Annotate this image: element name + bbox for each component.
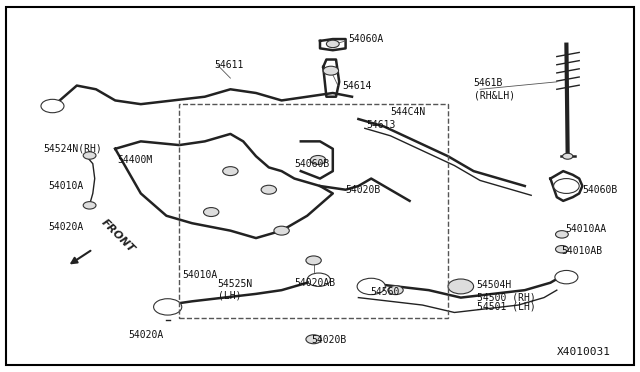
Text: 54010AA: 54010AA — [565, 224, 606, 234]
Circle shape — [448, 279, 474, 294]
Circle shape — [261, 185, 276, 194]
Text: 54400M: 54400M — [117, 155, 152, 165]
Circle shape — [554, 179, 579, 193]
Circle shape — [154, 299, 182, 315]
Text: 54613: 54613 — [367, 120, 396, 129]
Text: 54524N(RH): 54524N(RH) — [44, 144, 102, 154]
Circle shape — [41, 99, 64, 113]
Circle shape — [326, 40, 339, 48]
Circle shape — [556, 231, 568, 238]
Text: 544C4N: 544C4N — [390, 107, 426, 116]
Bar — [179, 104, 448, 318]
Circle shape — [307, 273, 330, 286]
Text: 54010A: 54010A — [182, 270, 218, 280]
Circle shape — [306, 256, 321, 265]
Circle shape — [310, 155, 326, 164]
Text: 54020A: 54020A — [128, 330, 163, 340]
Text: 54020B: 54020B — [312, 336, 347, 345]
Text: 54611: 54611 — [214, 60, 244, 70]
Circle shape — [306, 335, 321, 344]
Text: 54500 (RH): 54500 (RH) — [477, 293, 536, 302]
Text: 54504H: 54504H — [477, 280, 512, 289]
Text: 5461B
(RH&LH): 5461B (RH&LH) — [474, 78, 515, 100]
Text: FRONT: FRONT — [99, 218, 136, 255]
Text: 54614: 54614 — [342, 81, 372, 90]
Text: 54560: 54560 — [370, 287, 399, 297]
Circle shape — [83, 152, 96, 159]
Text: 54010AB: 54010AB — [561, 246, 602, 256]
Circle shape — [556, 246, 568, 253]
Text: 54525N
(LH): 54525N (LH) — [218, 279, 253, 301]
Circle shape — [274, 226, 289, 235]
Circle shape — [563, 153, 573, 159]
Circle shape — [357, 278, 385, 295]
Circle shape — [388, 286, 403, 295]
Circle shape — [555, 270, 578, 284]
Text: 54060A: 54060A — [349, 34, 384, 44]
Circle shape — [323, 66, 339, 75]
Text: 54060B: 54060B — [294, 159, 330, 169]
Circle shape — [223, 167, 238, 176]
Text: 54020B: 54020B — [346, 185, 381, 195]
Text: 54010A: 54010A — [48, 181, 83, 191]
Text: 54060B: 54060B — [582, 185, 618, 195]
Text: 54020AB: 54020AB — [294, 278, 335, 288]
Circle shape — [204, 208, 219, 217]
Text: 54501 (LH): 54501 (LH) — [477, 302, 536, 312]
Text: 54020A: 54020A — [48, 222, 83, 232]
Circle shape — [83, 202, 96, 209]
Text: X4010031: X4010031 — [557, 347, 611, 356]
